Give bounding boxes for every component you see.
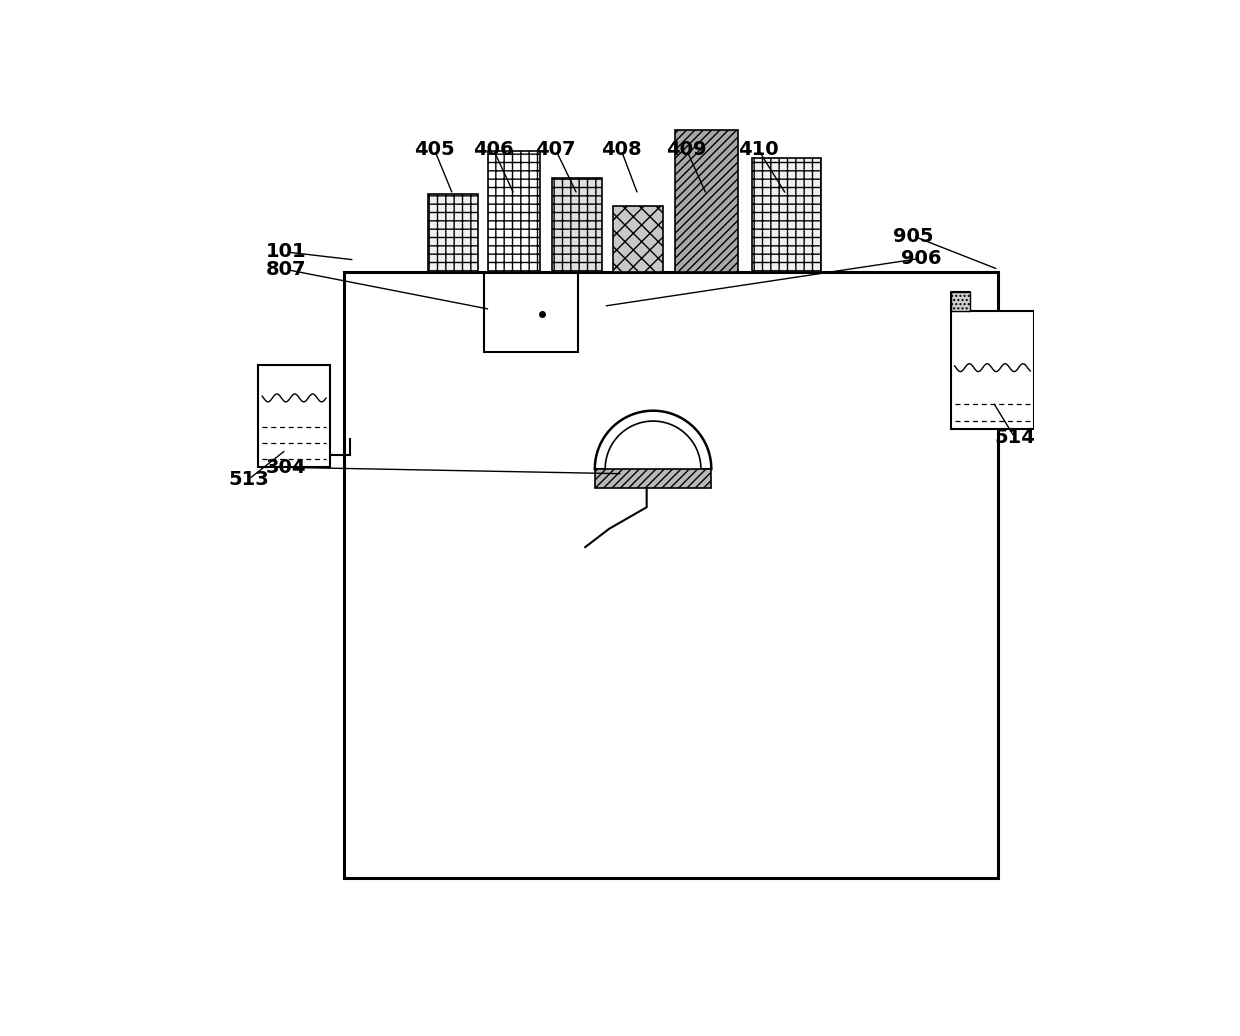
Bar bbox=[951, 311, 1034, 429]
Text: 906: 906 bbox=[900, 249, 941, 268]
Text: 405: 405 bbox=[414, 140, 455, 160]
Text: 513: 513 bbox=[228, 469, 269, 489]
Bar bbox=[484, 274, 578, 351]
Text: 410: 410 bbox=[738, 140, 779, 160]
Bar bbox=[676, 130, 738, 271]
Text: 905: 905 bbox=[893, 227, 934, 246]
Bar bbox=[595, 469, 712, 488]
Bar bbox=[751, 157, 821, 271]
Text: 101: 101 bbox=[265, 242, 306, 261]
Text: 514: 514 bbox=[994, 428, 1035, 447]
Bar bbox=[345, 271, 998, 879]
Text: 407: 407 bbox=[536, 140, 575, 160]
Bar bbox=[552, 178, 601, 271]
Bar bbox=[613, 206, 663, 271]
Bar bbox=[487, 150, 539, 271]
Text: 406: 406 bbox=[474, 140, 513, 160]
Bar bbox=[428, 194, 477, 271]
Text: 807: 807 bbox=[265, 260, 306, 279]
Text: 304: 304 bbox=[265, 458, 306, 477]
Text: 409: 409 bbox=[666, 140, 707, 160]
Bar bbox=[258, 366, 330, 467]
Text: 408: 408 bbox=[601, 140, 641, 160]
Bar bbox=[951, 292, 970, 311]
